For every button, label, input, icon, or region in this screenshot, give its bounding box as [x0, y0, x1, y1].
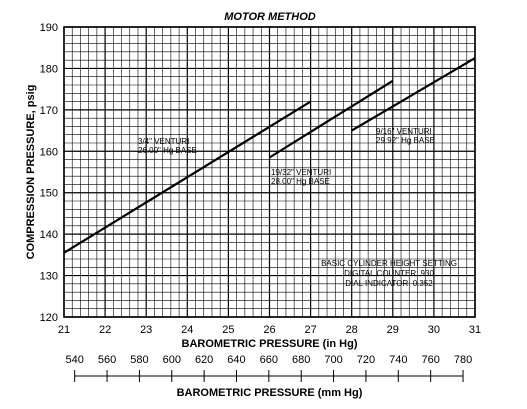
mm-tick-label: 780 [454, 354, 472, 366]
y-tick-label: 140 [40, 229, 58, 241]
plot-frame [63, 26, 476, 318]
x-tick-label: 21 [58, 324, 70, 336]
x-tick-label: 24 [181, 324, 193, 336]
mm-tick-label: 640 [227, 354, 245, 366]
labels-layer: 21 22 23 24 25 26 27 28 29 30 31 120 130 140 150 160 170… [25, 22, 481, 399]
x-tick-label: 28 [346, 324, 358, 336]
x-tick-label: 30 [428, 324, 440, 336]
mm-tick-label: 580 [130, 354, 148, 366]
x-tick-label: 22 [99, 324, 111, 336]
mm-tick-label: 660 [260, 354, 278, 366]
series-line [351, 57, 476, 132]
y-axis-label: COMPRESSION PRESSURE, psig [25, 85, 37, 260]
series-line [268, 79, 394, 159]
y-tick-label: 120 [40, 312, 58, 324]
series-label: 19/32" VENTURI [271, 168, 331, 177]
x-tick-label: 23 [140, 324, 152, 336]
x-tick-label: 27 [304, 324, 316, 336]
series-label: 29.92" Hg BASE [376, 136, 435, 145]
y-tick-label: 130 [40, 271, 58, 283]
x-tick-label: 25 [222, 324, 234, 336]
series-label: 3/4" VENTURI [138, 137, 189, 146]
y-tick-label: 180 [40, 63, 58, 75]
series-line [63, 100, 312, 254]
annotation-text: BASIC CYLINDER HEIGHT SETTING [321, 259, 457, 268]
series-label: 26.00" Hg BASE [138, 146, 197, 155]
y-tick-label: 170 [40, 105, 58, 117]
x-axis-label: BAROMETRIC PRESSURE (in Hg) [182, 338, 358, 350]
x-tick-label: 31 [469, 324, 481, 336]
mm-tick-label: 600 [163, 354, 181, 366]
y-tick-label: 160 [40, 146, 58, 158]
chart-title: MOTOR METHOD [224, 11, 316, 23]
mm-tick-label: 620 [195, 354, 213, 366]
mm-tick-label: 680 [292, 354, 310, 366]
annotation-text: DIAL INDICATOR: 0.352 [345, 279, 433, 288]
annotation-text: DIGITAL COUNTER: 930 [344, 269, 434, 278]
mm-tick-label: 760 [421, 354, 439, 366]
y-tick-label: 190 [40, 22, 58, 34]
series-label: 28.00" Hg BASE [271, 177, 330, 186]
series-label: 9/16" VENTURI [376, 127, 432, 136]
mm-tick-label: 560 [98, 354, 116, 366]
y-tick-label: 150 [40, 188, 58, 200]
mm-tick-label: 720 [357, 354, 375, 366]
mm-tick-label: 700 [324, 354, 342, 366]
series-layer [63, 57, 476, 254]
x-tick-label: 29 [387, 324, 399, 336]
mm-axis-label: BAROMETRIC PRESSURE (mm Hg) [177, 387, 363, 399]
x-tick-label: 26 [263, 324, 275, 336]
mm-tick-label: 540 [65, 354, 83, 366]
mm-tick-label: 740 [389, 354, 407, 366]
